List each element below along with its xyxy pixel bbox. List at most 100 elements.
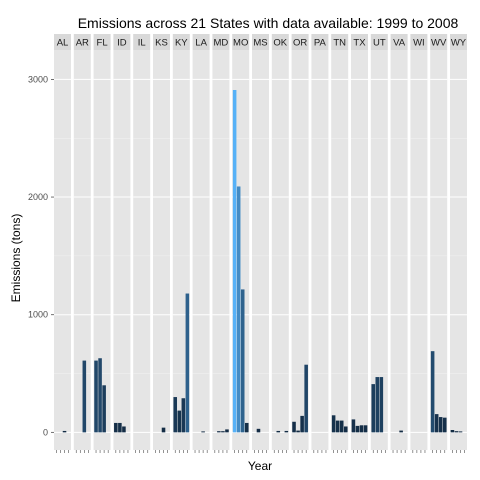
facet-strip: [113, 34, 131, 50]
facet-panel-pa: PA: [311, 34, 329, 453]
bar-mo-2005: [240, 289, 245, 433]
bar-fl-2002: [98, 358, 102, 433]
panel-background: [311, 50, 329, 450]
panel-background: [331, 50, 349, 450]
facet-panel-va: VA: [390, 34, 408, 453]
bar-ky-2002: [177, 410, 182, 433]
panel-background: [390, 50, 408, 450]
facet-panel-al: AL: [54, 34, 71, 453]
facet-strip: [153, 34, 170, 50]
panel-background: [232, 50, 250, 450]
bar-ok-2008: [284, 430, 289, 433]
facet-panel-ok: OK: [271, 34, 289, 453]
panel-background: [93, 50, 111, 450]
facet-strip-label: PA: [314, 38, 327, 49]
facet-strip: [93, 34, 111, 50]
facet-strip: [212, 34, 230, 50]
facet-strip: [271, 34, 289, 50]
bar-tn-1999: [331, 415, 336, 433]
panel-background: [410, 50, 428, 450]
facet-strip-label: IL: [138, 38, 146, 49]
y-axis-title: Emissions (tons): [9, 214, 23, 303]
panel-background: [73, 50, 91, 450]
facet-strip-label: WV: [431, 38, 447, 49]
facet-panel-il: IL: [133, 34, 151, 453]
panel-background: [450, 50, 467, 450]
bar-md-2005: [221, 431, 225, 433]
panel-background: [351, 50, 368, 450]
facet-strip-label: AL: [57, 38, 69, 49]
bar-tn-2005: [339, 420, 344, 433]
bar-al-2005: [62, 430, 67, 433]
facet-strip: [192, 34, 210, 50]
panel-background: [133, 50, 151, 450]
bar-tx-1999: [351, 419, 356, 433]
bar-mo-1999: [232, 90, 237, 433]
y-tick-label: 2000: [28, 192, 48, 202]
y-tick-label: 0: [43, 427, 48, 437]
panel-background: [252, 50, 269, 450]
facet-panel-md: MD: [212, 34, 230, 453]
facet-strip-label: VA: [393, 38, 406, 49]
bar-tn-2008: [343, 426, 348, 433]
panel-background: [192, 50, 210, 450]
bar-tx-2008: [363, 425, 368, 433]
facet-strip-label: AR: [76, 38, 89, 49]
bar-ky-1999: [173, 397, 178, 433]
bar-ks-2005: [161, 427, 166, 433]
bar-la-2005: [201, 431, 205, 433]
bar-tx-2002: [355, 425, 360, 433]
panel-background: [172, 50, 190, 450]
y-axis: 0 1000 2000 3000: [28, 74, 54, 437]
bar-tn-2002: [335, 420, 340, 433]
facet-panel-la: LA: [192, 34, 210, 453]
y-tick-label: 3000: [28, 74, 48, 84]
facet-panel-or: OR: [291, 34, 309, 453]
facet-strip-label: MO: [233, 38, 248, 49]
bar-ky-2008: [185, 293, 190, 433]
y-tick-label: 1000: [28, 310, 48, 320]
bar-ut-1999: [371, 384, 376, 433]
bar-fl-2005: [102, 385, 106, 433]
facet-strip-label: MS: [253, 38, 267, 49]
facet-strip-label: LA: [195, 38, 207, 49]
facet-panel-wy: WY: [450, 34, 467, 453]
panel-background: [54, 50, 71, 450]
bar-wy-1999: [450, 430, 455, 433]
panel-background: [370, 50, 388, 450]
facet-panel-ar: AR: [73, 34, 91, 453]
facet-strip-label: ID: [117, 38, 127, 49]
facet-strip-label: WI: [413, 38, 425, 49]
bar-ar-2005: [82, 360, 87, 433]
bar-ut-2005: [379, 377, 384, 433]
bar-or-2002: [296, 430, 300, 433]
bar-wy-2002: [454, 431, 459, 433]
facet-strip-label: KS: [155, 38, 168, 49]
facet-strip: [351, 34, 368, 50]
facet-strip: [133, 34, 151, 50]
panel-background: [430, 50, 448, 450]
facet-strip-label: TN: [333, 38, 346, 49]
bar-or-1999: [292, 421, 296, 433]
bar-wv-1999: [430, 351, 435, 433]
panel-background: [212, 50, 230, 450]
facet-strip: [172, 34, 190, 50]
facet-strip-label: KY: [175, 38, 188, 49]
panel-background: [271, 50, 289, 450]
bar-or-2008: [304, 364, 308, 433]
facet-strip: [291, 34, 309, 50]
bar-ky-2005: [181, 398, 186, 433]
facet-strip-label: UT: [373, 38, 386, 49]
facet-panel-tn: TN: [331, 34, 349, 453]
bar-id-2002: [118, 422, 122, 433]
facet-strip: [232, 34, 250, 50]
facet-panel-ky: KY: [172, 34, 190, 453]
bar-wv-2002: [434, 414, 439, 433]
bar-ut-2002: [375, 377, 380, 433]
panel-background: [153, 50, 170, 450]
facet-strip-label: MD: [214, 38, 229, 49]
bar-mo-2002: [236, 186, 241, 433]
facet-panel-ks: KS: [153, 34, 170, 453]
facet-strip-label: WY: [451, 38, 467, 49]
